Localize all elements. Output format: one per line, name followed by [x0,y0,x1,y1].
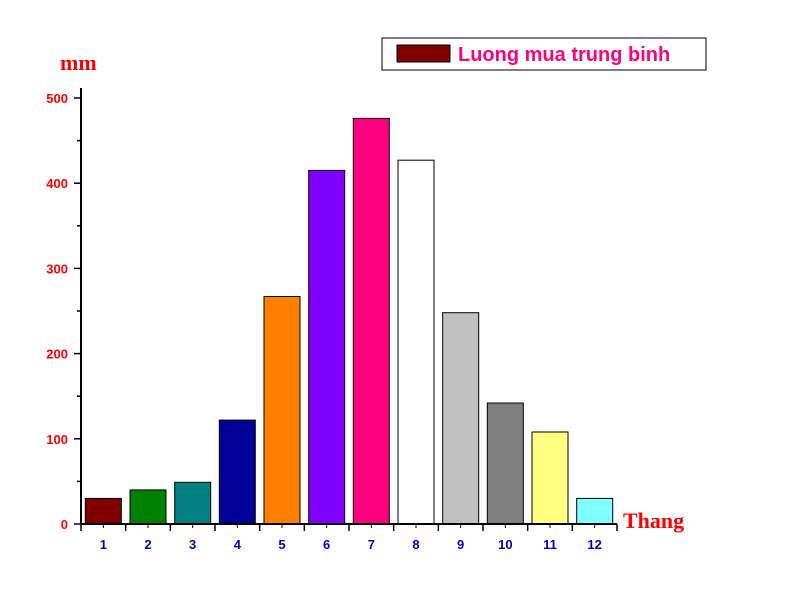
bar-9 [442,312,480,525]
y-axis-label: mm [60,50,97,75]
x-tick-label: 2 [144,537,151,552]
y-tick-label: 400 [46,176,68,191]
bar-1 [84,497,122,525]
x-tick-label: 10 [498,537,512,552]
x-tick-label: 12 [587,537,601,552]
y-tick-label: 500 [46,91,68,106]
bar-2 [129,489,167,525]
bar-8 [397,159,435,525]
x-tick-label: 1 [100,537,107,552]
bar-4 [218,419,256,525]
x-tick-label: 8 [412,537,419,552]
y-tick-label: 100 [46,432,68,447]
bars-layer [84,117,614,525]
bar-3 [174,481,212,525]
y-tick-label: 0 [61,517,68,532]
legend-swatch [396,44,451,63]
x-tick-label: 6 [323,537,330,552]
legend-label: Luong mua trung binh [458,44,670,66]
x-tick-label: 11 [543,537,557,552]
bar-7 [352,117,390,525]
x-axis-label: Thang [623,508,684,533]
x-tick-label: 7 [368,537,375,552]
x-tick-label: 4 [234,537,242,552]
x-tick-label: 5 [278,537,285,552]
bar-11 [531,431,569,525]
bar-6 [308,169,346,525]
x-tick-label: 9 [457,537,464,552]
x-tick-label: 3 [189,537,196,552]
legend: Luong mua trung binh [381,37,707,71]
y-tick-label: 200 [46,347,68,362]
bar-5 [263,296,301,525]
bar-10 [486,402,524,525]
bar-12 [576,497,614,525]
y-tick-label: 300 [46,261,68,276]
